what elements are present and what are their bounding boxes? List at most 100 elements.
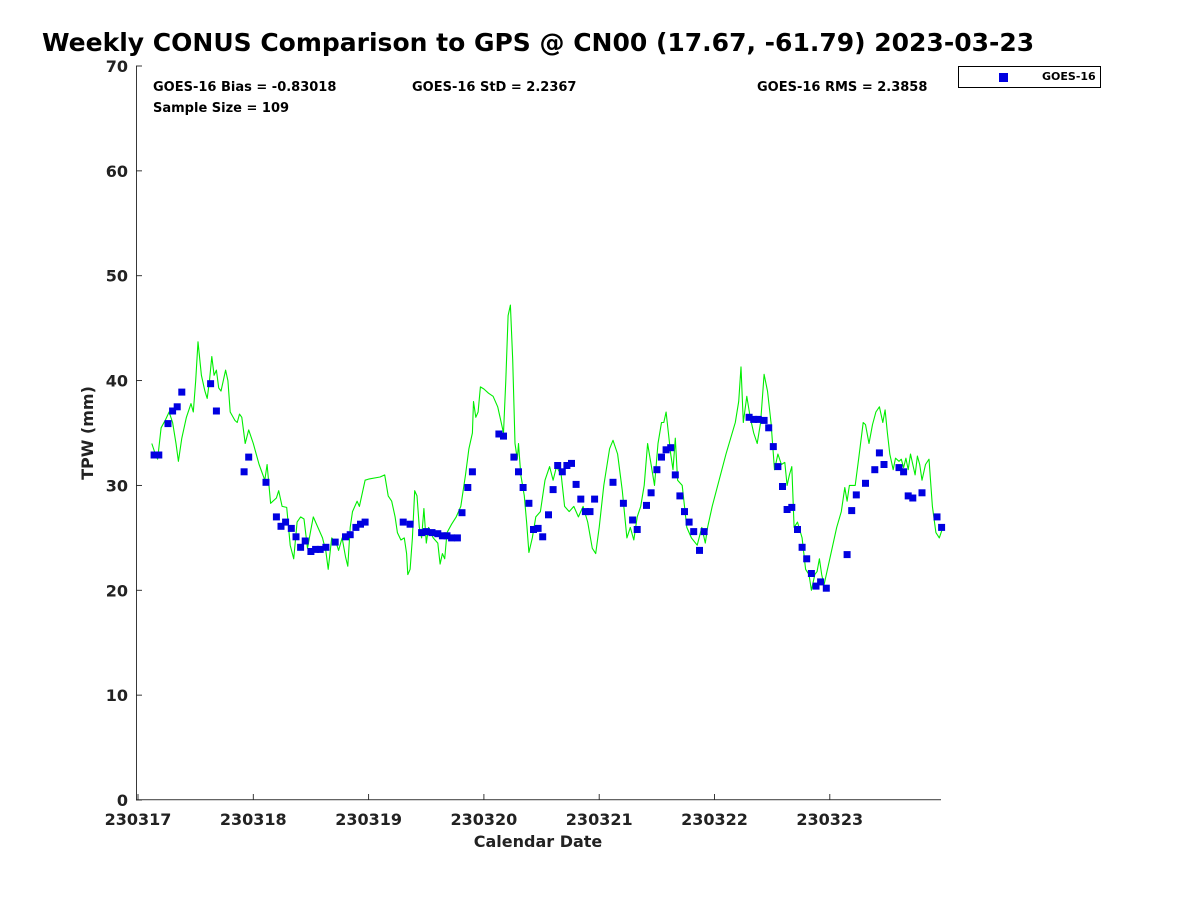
data-point-goes16	[754, 415, 762, 423]
data-point-goes16	[774, 463, 782, 471]
data-point-goes16	[875, 449, 883, 457]
data-point-goes16	[525, 499, 533, 507]
data-point-goes16	[534, 524, 542, 532]
data-point-goes16	[448, 534, 456, 542]
data-point-goes16	[178, 388, 186, 396]
data-point-goes16	[904, 492, 912, 500]
goes16-point-layer	[150, 380, 946, 592]
data-point-goes16	[690, 528, 698, 536]
data-point-goes16	[871, 466, 879, 474]
data-point-goes16	[530, 526, 537, 533]
data-point-goes16	[545, 511, 552, 519]
data-point-goes16	[760, 416, 768, 424]
data-point-goes16	[788, 503, 796, 511]
y-tick-label: 30	[106, 476, 128, 495]
data-point-goes16	[568, 459, 575, 467]
data-point-goes16	[262, 478, 270, 486]
data-point-goes16	[750, 415, 758, 423]
data-point-goes16	[933, 513, 941, 521]
data-point-goes16	[653, 466, 661, 474]
data-point-goes16	[464, 484, 472, 491]
y-tick-label: 0	[117, 791, 128, 810]
data-point-goes16	[581, 508, 589, 516]
data-point-goes16	[549, 486, 557, 494]
data-point-goes16	[316, 545, 324, 553]
data-point-goes16	[357, 520, 364, 528]
data-point-goes16	[563, 462, 571, 469]
data-point-goes16	[609, 478, 617, 486]
data-point-goes16	[798, 543, 806, 551]
data-point-goes16	[577, 495, 585, 503]
data-point-goes16	[647, 489, 655, 497]
chart-title: Weekly CONUS Comparison to GPS @ CN00 (1…	[42, 28, 1035, 57]
y-tick-label: 70	[106, 57, 128, 76]
x-tick-label: 230321	[566, 810, 633, 829]
data-point-goes16	[169, 407, 177, 415]
rms-stat: GOES-16 RMS = 2.3858	[757, 80, 928, 95]
data-point-goes16	[572, 480, 580, 488]
bias-stat: GOES-16 Bias = -0.83018	[153, 80, 337, 95]
data-point-goes16	[629, 516, 637, 524]
x-tick-label: 230322	[681, 810, 748, 829]
x-axis: 230317 230318 230319 230320 230321 230322 2303…	[105, 794, 863, 829]
data-point-goes16	[428, 529, 436, 537]
data-point-goes16	[307, 548, 315, 555]
data-point-goes16	[292, 533, 300, 541]
data-point-goes16	[510, 453, 518, 461]
data-point-goes16	[207, 380, 215, 388]
data-point-goes16	[586, 508, 594, 516]
data-point-goes16	[681, 508, 688, 516]
data-point-goes16	[438, 532, 446, 540]
data-point-goes16	[676, 492, 684, 500]
x-tick-label: 230317	[105, 810, 172, 829]
data-point-goes16	[287, 524, 295, 532]
data-point-goes16	[155, 451, 163, 459]
data-point-goes16	[643, 501, 650, 509]
data-point-goes16	[918, 489, 926, 497]
data-point-goes16	[696, 546, 703, 554]
data-point-goes16	[539, 533, 547, 541]
data-point-goes16	[282, 518, 290, 526]
data-point-goes16	[591, 495, 599, 503]
data-point-goes16	[342, 533, 349, 541]
data-point-goes16	[671, 471, 679, 479]
data-point-goes16	[519, 484, 527, 491]
std-stat: GOES-16 StD = 2.2367	[412, 80, 577, 95]
data-point-goes16	[895, 464, 903, 472]
legend-marker-goes16	[999, 73, 1008, 82]
data-point-goes16	[843, 551, 851, 559]
data-point-goes16	[862, 479, 869, 487]
data-point-goes16	[453, 534, 461, 542]
sample-size-stat: Sample Size = 109	[153, 101, 290, 116]
data-point-goes16	[301, 537, 309, 545]
data-point-goes16	[822, 584, 830, 592]
x-tick-label: 230323	[796, 810, 863, 829]
data-point-goes16	[164, 420, 172, 428]
y-axis-label: TPW (mm)	[78, 386, 97, 480]
data-point-goes16	[312, 545, 320, 553]
data-point-goes16	[352, 523, 360, 531]
y-tick-label: 10	[106, 686, 128, 705]
data-point-goes16	[515, 468, 522, 476]
plot-frame-left	[136, 66, 137, 800]
data-point-goes16	[938, 523, 946, 531]
data-point-goes16	[245, 453, 253, 461]
data-point-goes16	[765, 424, 773, 432]
data-point-goes16	[361, 518, 369, 526]
data-point-goes16	[619, 499, 627, 507]
data-point-goes16	[240, 468, 248, 476]
data-point-goes16	[212, 407, 220, 415]
data-point-goes16	[852, 491, 860, 499]
data-point-goes16	[667, 444, 675, 452]
data-point-goes16	[783, 506, 791, 513]
data-point-goes16	[422, 528, 430, 536]
gps-line-layer	[151, 304, 944, 591]
data-point-goes16	[322, 543, 330, 551]
y-axis: 0 10 20 30 40 50 60 70	[106, 57, 142, 810]
data-point-goes16	[495, 430, 503, 438]
x-tick-label: 230318	[220, 810, 287, 829]
x-tick-label: 230319	[335, 810, 402, 829]
legend: GOES-16	[958, 66, 1101, 88]
x-tick-label: 230320	[451, 810, 518, 829]
